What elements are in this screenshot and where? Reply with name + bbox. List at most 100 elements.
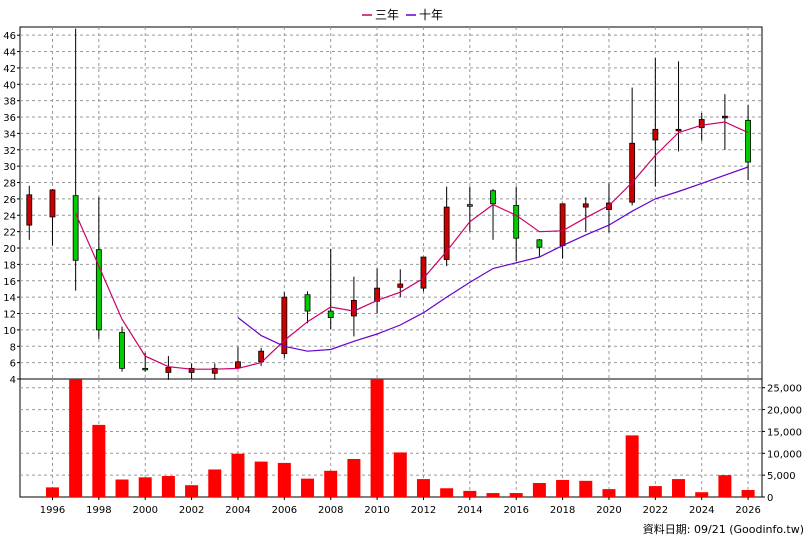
- candle-body-2012: [420, 256, 427, 289]
- x-tick-label-2008: 2008: [318, 505, 343, 516]
- x-tick-label-1998: 1998: [86, 505, 111, 516]
- candle-body-2025: [722, 115, 728, 119]
- volume-y-tick-label-0: 0: [767, 493, 773, 504]
- price-y-tick-label-12: 12: [3, 310, 16, 321]
- candle-body-2021: [629, 142, 636, 203]
- volume-bar-2002: [185, 485, 199, 497]
- x-tick-label-2018: 2018: [550, 505, 575, 516]
- x-tick-label-2024: 2024: [689, 505, 714, 516]
- candle-body-2001: [165, 367, 172, 373]
- x-axis: 1996 1998 2000 2002 2004 2006 2008 2010 2012 2014…: [40, 497, 761, 516]
- price-y-tick-label-32: 32: [3, 146, 16, 157]
- volume-bar-2020: [602, 489, 616, 497]
- x-tick-label-2002: 2002: [179, 505, 204, 516]
- volume-y-tick-label-20000: 20,000: [767, 406, 802, 417]
- candle-body-2004: [235, 361, 241, 368]
- candle-body-2007: [304, 294, 311, 312]
- price-y-tick-label-6: 6: [10, 359, 16, 370]
- volume-bar-2011: [393, 452, 407, 497]
- volume-bar-2012: [416, 479, 430, 497]
- candle-body-1996: [49, 189, 56, 218]
- candle-body-2003: [211, 367, 218, 374]
- volume-panel: 0 5,000 10,000 15,000 20,000 25,000: [19, 378, 802, 504]
- candle-body-2006: [281, 296, 288, 355]
- candle-body-2005: [258, 350, 265, 363]
- x-tick-label-2022: 2022: [643, 505, 668, 516]
- price-y-tick-label-14: 14: [3, 293, 16, 304]
- volume-bar-2021: [625, 435, 639, 497]
- volume-y-tick-label-15000: 15,000: [767, 427, 802, 438]
- volume-bar-2004: [231, 453, 245, 497]
- legend-label-10yr: 十年: [419, 8, 443, 22]
- price-y-tick-label-16: 16: [3, 277, 16, 288]
- candle-body-2011: [397, 283, 404, 288]
- volume-bar-2014: [463, 490, 477, 497]
- volume-bar-2006: [277, 462, 291, 497]
- moving-average-lines: [75, 121, 749, 370]
- volume-bar-2024: [695, 492, 709, 497]
- candle-body-2000: [142, 367, 149, 371]
- price-y-tick-label-28: 28: [3, 179, 16, 190]
- price-y-tick-label-38: 38: [3, 97, 16, 108]
- volume-bar-2000: [138, 477, 152, 497]
- volume-bar-1996: [45, 487, 59, 497]
- candle-body-2024: [698, 119, 705, 129]
- candle-body-2016: [513, 205, 520, 239]
- volume-bar-2019: [579, 480, 593, 497]
- x-tick-label-2020: 2020: [596, 505, 621, 516]
- volume-bar-1997: [69, 379, 83, 497]
- candle-body-2013: [443, 206, 450, 260]
- candle-body-2009: [350, 300, 357, 317]
- candle-body-2015: [490, 190, 496, 205]
- candle-body-2026: [745, 119, 751, 163]
- x-tick-label-2026: 2026: [735, 505, 760, 516]
- volume-bar-2007: [301, 478, 315, 497]
- candle-body-2010: [374, 287, 380, 302]
- candle-body-1999: [119, 331, 125, 369]
- volume-bar-2013: [440, 488, 454, 497]
- volume-y-tick-label-10000: 10,000: [767, 449, 802, 460]
- x-tick-label-2004: 2004: [225, 505, 250, 516]
- volume-y-tick-label-5000: 5,000: [767, 471, 796, 482]
- price-y-tick-label-8: 8: [10, 342, 16, 353]
- candle-body-2023: [675, 128, 682, 132]
- price-y-tick-label-36: 36: [3, 113, 16, 124]
- x-tick-label-2006: 2006: [272, 505, 297, 516]
- price-y-tick-label-30: 30: [3, 162, 16, 173]
- x-tick-label-2012: 2012: [411, 505, 436, 516]
- volume-y-tick-label-25000: 25,000: [767, 384, 802, 395]
- volume-bar-2008: [324, 470, 338, 497]
- price-y-tick-label-20: 20: [3, 244, 16, 255]
- price-y-tick-label-10: 10: [3, 326, 16, 337]
- ma-line-10yr: [237, 166, 749, 352]
- candle-body-2002: [188, 367, 195, 373]
- ma-line-3yr: [75, 121, 749, 370]
- volume-bar-2025: [718, 475, 732, 497]
- price-gridlines: [20, 27, 762, 379]
- price-y-tick-label-44: 44: [3, 48, 16, 59]
- volume-bar-2018: [556, 479, 570, 497]
- data-date-footnote: 資料日期: 09/21 (Goodinfo.tw): [643, 522, 804, 536]
- candle-body-2019: [582, 203, 589, 208]
- x-tick-label-2010: 2010: [364, 505, 389, 516]
- volume-bar-2010: [370, 379, 384, 497]
- volume-bar-2017: [532, 483, 546, 497]
- volume-bar-2023: [672, 479, 686, 497]
- price-y-tick-label-18: 18: [3, 260, 16, 271]
- price-y-tick-label-26: 26: [3, 195, 16, 206]
- candles: [26, 28, 751, 380]
- candle-body-2008: [327, 310, 334, 319]
- volume-bar-2022: [648, 486, 662, 497]
- price-y-tick-label-40: 40: [3, 80, 16, 91]
- price-y-tick-label-24: 24: [3, 211, 16, 222]
- volume-bar-2026: [741, 490, 755, 497]
- candle-body-2017: [536, 239, 543, 248]
- x-tick-label-2016: 2016: [503, 505, 528, 516]
- price-y-tick-label-4: 4: [10, 375, 16, 386]
- x-tick-label-1996: 1996: [40, 505, 65, 516]
- candle-body-1998: [95, 249, 102, 331]
- volume-bar-2016: [509, 493, 523, 497]
- candle-body-1995: [26, 194, 33, 226]
